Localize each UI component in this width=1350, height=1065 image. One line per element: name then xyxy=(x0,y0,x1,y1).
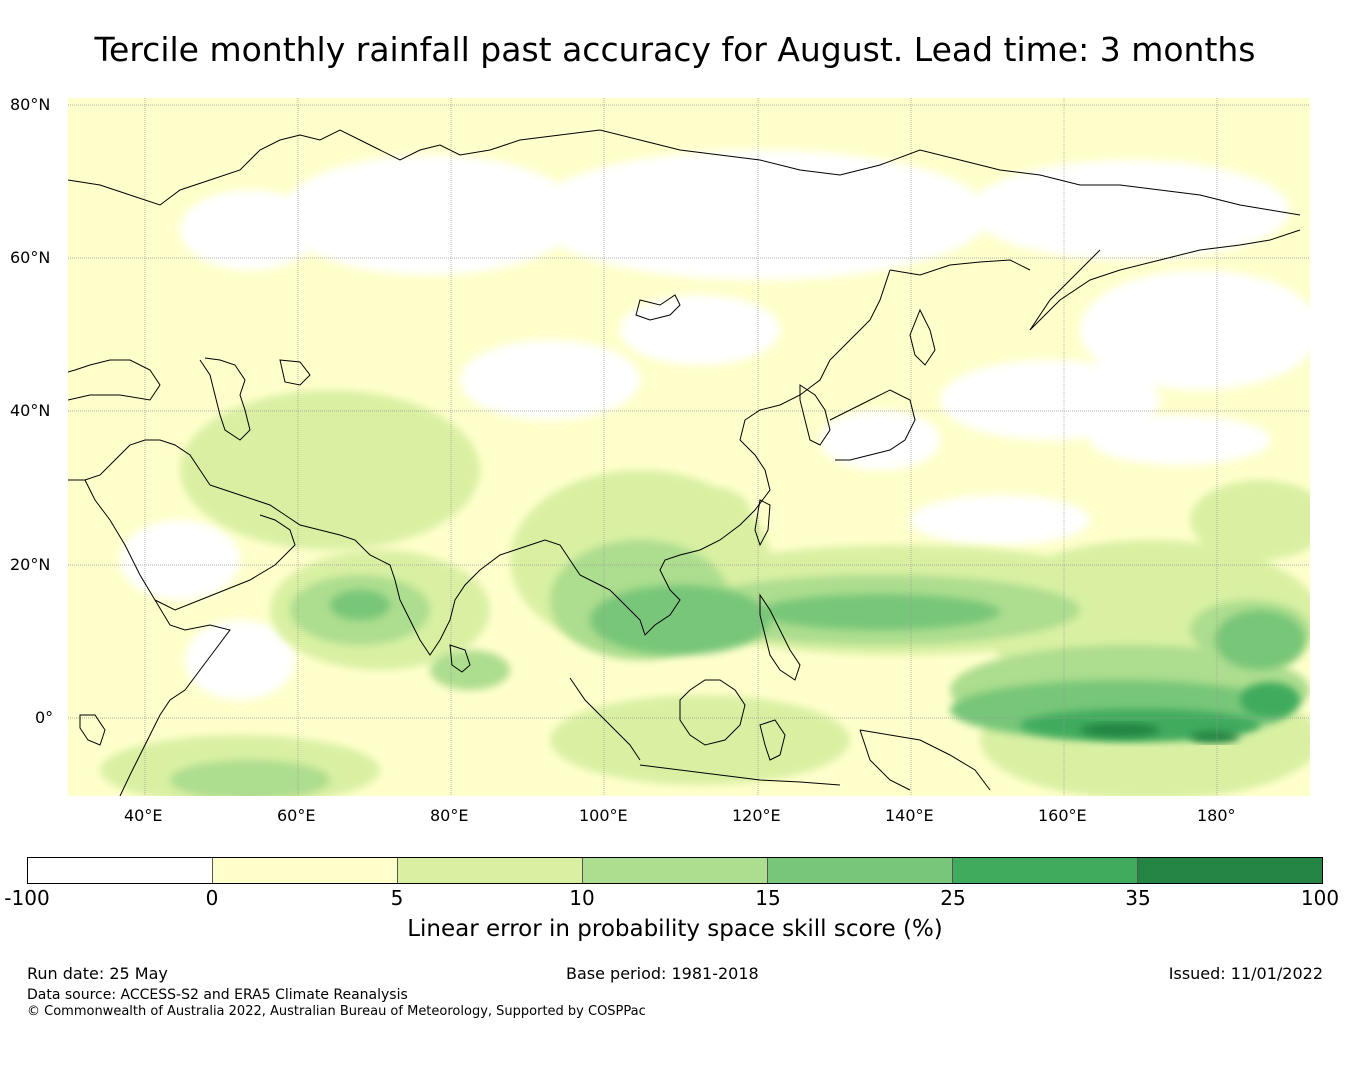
colorbar-tick: 5 xyxy=(390,886,404,910)
colorbar-segment xyxy=(398,858,583,883)
colorbar-tick: 0 xyxy=(205,886,219,910)
colorbar-segment xyxy=(768,858,953,883)
colorbar-segment xyxy=(1138,858,1322,883)
lat-label-80n: 80°N xyxy=(10,95,51,114)
base-period: Base period: 1981-2018 xyxy=(566,964,759,983)
colorbar-tick: 100 xyxy=(1300,886,1340,910)
copyright: © Commonwealth of Australia 2022, Austra… xyxy=(27,1004,646,1019)
colorbar-tick: 10 xyxy=(569,886,595,910)
colorbar-label: Linear error in probability space skill … xyxy=(407,916,943,942)
lat-label-20n: 20°N xyxy=(10,555,51,574)
lon-label-80e: 80°E xyxy=(430,806,469,825)
lon-label-180: 180° xyxy=(1197,806,1236,825)
graticule xyxy=(68,98,1310,796)
lon-label-60e: 60°E xyxy=(277,806,316,825)
lat-label-60n: 60°N xyxy=(10,248,51,267)
colorbar-segment xyxy=(28,858,213,883)
colorbar-tick: 25 xyxy=(940,886,966,910)
lon-label-100e: 100°E xyxy=(579,806,628,825)
lon-label-160e: 160°E xyxy=(1038,806,1087,825)
lon-label-140e: 140°E xyxy=(885,806,934,825)
colorbar-segment xyxy=(953,858,1138,883)
colorbar-tick: -100 xyxy=(4,886,50,910)
top-skill-areas xyxy=(1080,723,1240,743)
map-title: Tercile monthly rainfall past accuracy f… xyxy=(94,30,1256,69)
low-skill-areas xyxy=(120,150,1310,700)
colorbar-segment xyxy=(583,858,768,883)
run-date: Run date: 25 May xyxy=(27,964,168,983)
lat-label-40n: 40°N xyxy=(10,401,51,420)
data-source: Data source: ACCESS-S2 and ERA5 Climate … xyxy=(27,987,408,1003)
skill-map xyxy=(68,98,1310,796)
colorbar xyxy=(27,857,1323,884)
lon-label-120e: 120°E xyxy=(732,806,781,825)
colorbar-segment xyxy=(213,858,398,883)
coastlines xyxy=(68,129,1301,796)
lon-label-40e: 40°E xyxy=(124,806,163,825)
issued-date: Issued: 11/01/2022 xyxy=(1168,964,1323,983)
colorbar-tick: 15 xyxy=(755,886,781,910)
lat-label-0: 0° xyxy=(35,708,54,727)
colorbar-tick: 35 xyxy=(1125,886,1151,910)
